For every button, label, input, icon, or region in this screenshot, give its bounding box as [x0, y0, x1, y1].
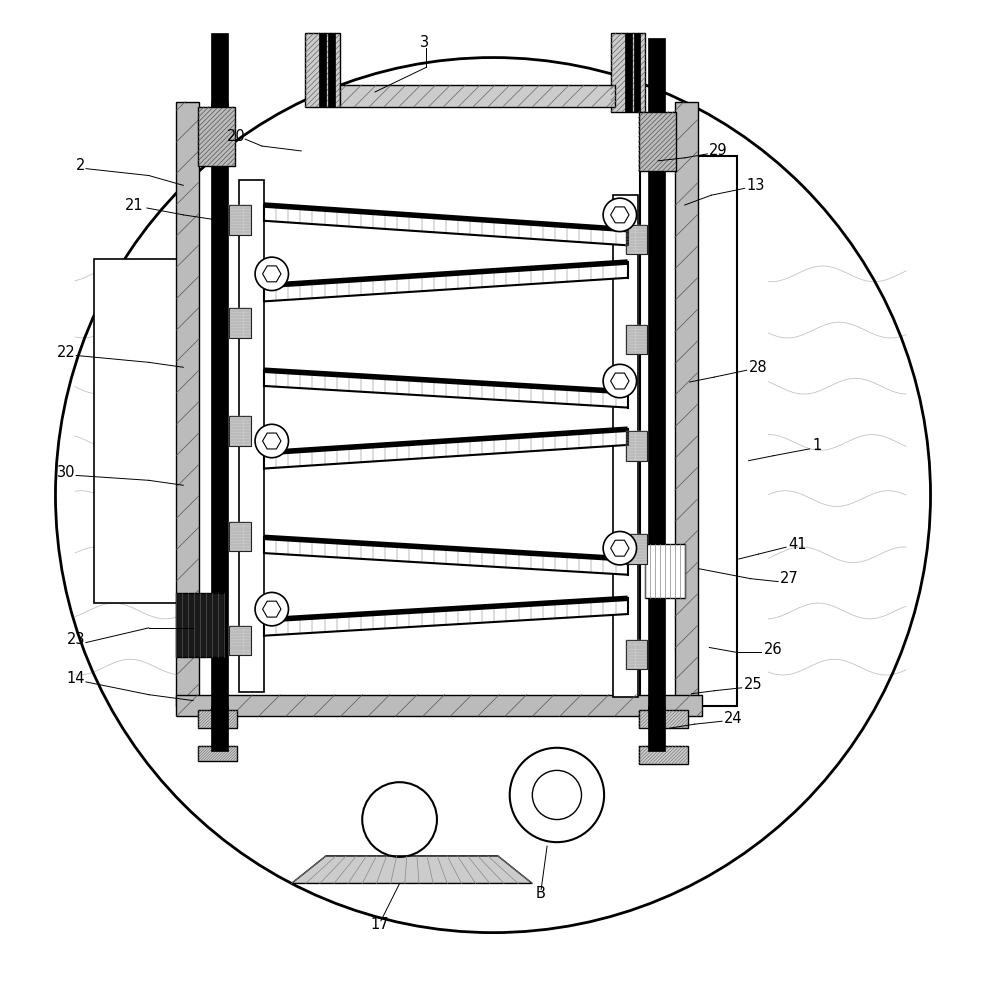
- Text: 13: 13: [746, 178, 765, 193]
- Polygon shape: [264, 537, 628, 575]
- Text: 2: 2: [76, 158, 85, 173]
- Bar: [639, 112, 675, 171]
- Bar: [649, 121, 666, 711]
- Bar: [198, 746, 238, 761]
- Text: 41: 41: [788, 537, 807, 552]
- Bar: [230, 205, 251, 235]
- Bar: [646, 544, 684, 598]
- Text: 24: 24: [724, 711, 742, 726]
- Bar: [634, 33, 641, 112]
- Bar: [625, 33, 632, 112]
- Polygon shape: [262, 601, 281, 617]
- Bar: [230, 308, 251, 338]
- Bar: [639, 710, 687, 728]
- Text: 21: 21: [125, 198, 144, 213]
- Text: 23: 23: [66, 632, 85, 647]
- Bar: [626, 534, 648, 564]
- Bar: [176, 695, 702, 716]
- Bar: [641, 156, 737, 706]
- Circle shape: [255, 257, 289, 291]
- Bar: [327, 33, 334, 107]
- Text: B: B: [535, 886, 545, 901]
- Bar: [626, 225, 648, 254]
- Bar: [211, 102, 228, 711]
- Bar: [318, 33, 325, 107]
- Circle shape: [603, 198, 637, 232]
- Bar: [339, 85, 615, 107]
- Text: 1: 1: [812, 438, 821, 453]
- Bar: [176, 102, 199, 706]
- Bar: [649, 706, 666, 751]
- Circle shape: [255, 592, 289, 626]
- Bar: [230, 522, 251, 551]
- Polygon shape: [262, 266, 281, 282]
- Polygon shape: [264, 205, 628, 245]
- Polygon shape: [292, 856, 532, 883]
- Polygon shape: [610, 207, 629, 223]
- Text: 14: 14: [66, 671, 85, 686]
- Bar: [240, 180, 264, 692]
- Polygon shape: [610, 373, 629, 389]
- Bar: [626, 640, 648, 669]
- Text: 20: 20: [227, 129, 246, 144]
- Bar: [198, 710, 238, 728]
- Bar: [613, 195, 638, 697]
- Polygon shape: [264, 429, 628, 469]
- Bar: [211, 706, 228, 751]
- Text: 27: 27: [780, 571, 799, 586]
- Bar: [626, 325, 648, 354]
- Polygon shape: [264, 598, 628, 636]
- Circle shape: [603, 364, 637, 398]
- Polygon shape: [264, 370, 628, 408]
- Bar: [230, 626, 251, 655]
- Text: 30: 30: [56, 465, 75, 480]
- Bar: [94, 259, 179, 603]
- Text: 22: 22: [56, 345, 75, 360]
- Polygon shape: [262, 433, 281, 449]
- Text: 3: 3: [420, 35, 429, 50]
- Bar: [674, 102, 697, 711]
- Bar: [611, 33, 646, 112]
- Bar: [211, 33, 228, 107]
- Bar: [230, 416, 251, 446]
- Bar: [626, 431, 648, 461]
- Text: 25: 25: [743, 677, 762, 692]
- Text: 26: 26: [763, 642, 782, 657]
- Text: 28: 28: [748, 360, 767, 375]
- Bar: [176, 593, 224, 657]
- Bar: [306, 33, 339, 107]
- Bar: [198, 107, 236, 166]
- Circle shape: [603, 531, 637, 565]
- Bar: [649, 38, 666, 112]
- Polygon shape: [264, 262, 628, 301]
- Polygon shape: [610, 540, 629, 556]
- Bar: [639, 746, 687, 764]
- Circle shape: [255, 424, 289, 458]
- Text: 17: 17: [371, 917, 389, 932]
- Text: 29: 29: [709, 143, 728, 158]
